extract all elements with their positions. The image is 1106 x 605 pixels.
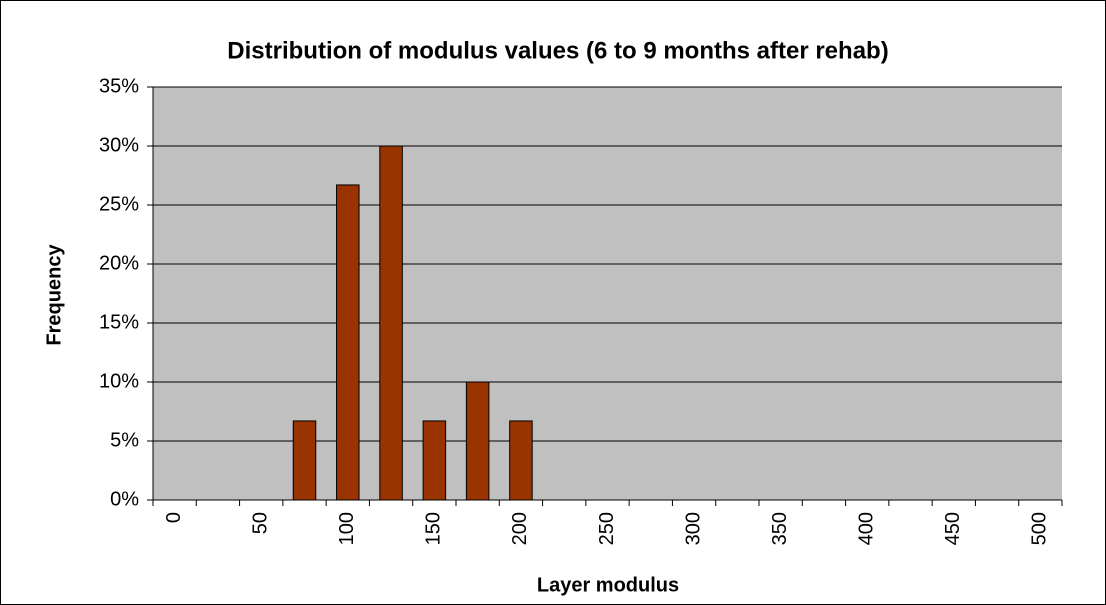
x-tick-label: 100 [336, 512, 358, 545]
x-tick-label: 450 [942, 512, 964, 545]
y-axis-label: Frequency [43, 244, 65, 346]
x-tick-label: 300 [682, 512, 704, 545]
x-tick-label: 500 [1029, 512, 1051, 545]
bar [379, 145, 403, 501]
y-tick-label: 20% [99, 252, 139, 274]
y-tick-label: 25% [99, 193, 139, 215]
x-tick-label: 250 [596, 512, 618, 545]
bar [336, 184, 360, 501]
y-tick-label: 10% [99, 370, 139, 392]
x-tick-label: 50 [249, 512, 271, 534]
x-tick-label: 150 [423, 512, 445, 545]
y-tick-label: 0% [110, 488, 139, 510]
y-tick-label: 35% [99, 75, 139, 97]
x-tick-label: 350 [769, 512, 791, 545]
x-tick-label: 400 [855, 512, 877, 545]
x-tick-label: 200 [509, 512, 531, 545]
y-tick-label: 30% [99, 134, 139, 156]
x-tick-label: 0 [163, 512, 185, 523]
y-tick-label: 5% [110, 429, 139, 451]
y-tick-label: 15% [99, 311, 139, 333]
plot-area [153, 87, 1062, 500]
x-axis-label: Layer modulus [537, 574, 679, 596]
bar [465, 381, 490, 501]
bar [292, 420, 317, 501]
chart-title: Distribution of modulus values (6 to 9 m… [227, 37, 888, 64]
bar [422, 420, 447, 501]
bar [509, 420, 533, 501]
